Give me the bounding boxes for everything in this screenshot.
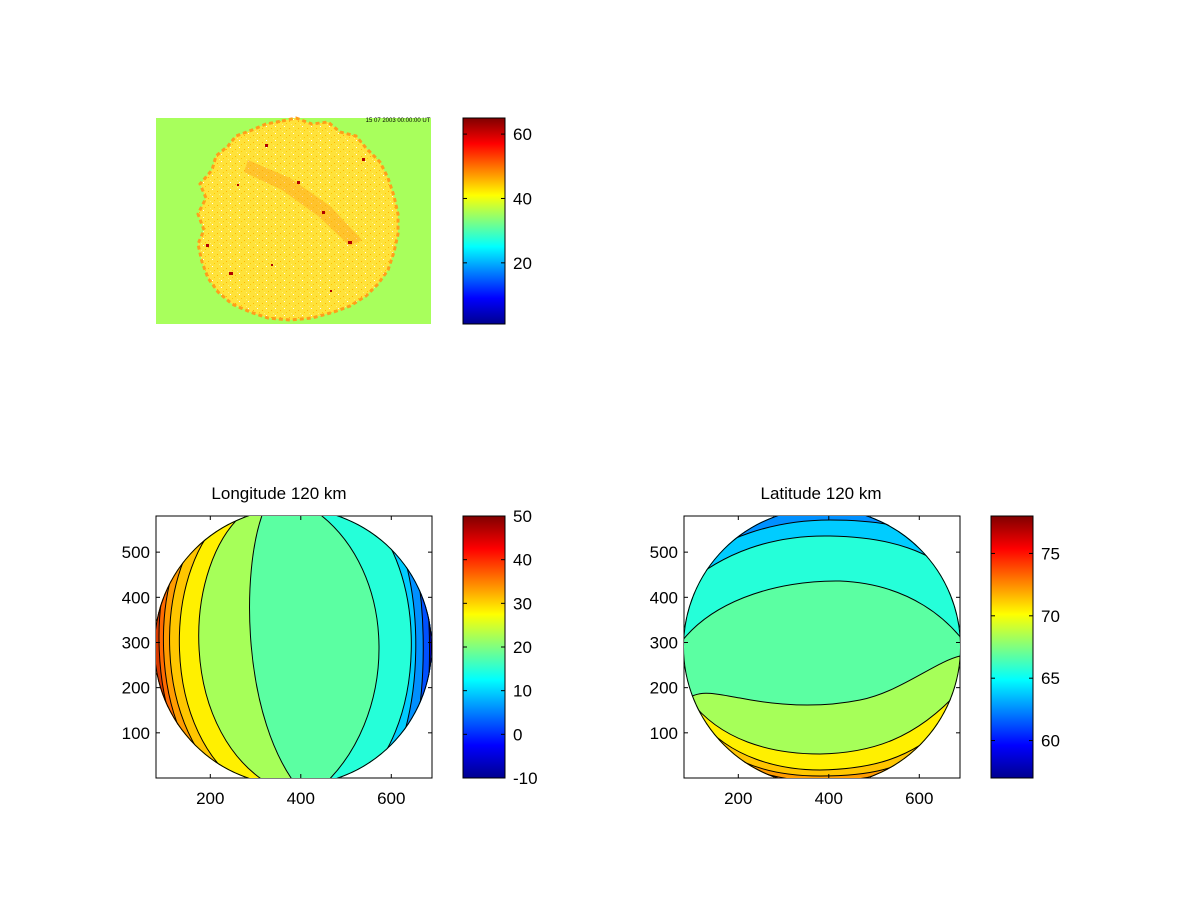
x-tick-label: 600 — [905, 789, 933, 808]
longitude-ticks: 200 400 600 100 200 300 400 500 — [122, 516, 432, 808]
colorbar-tick-label: 30 — [513, 594, 532, 613]
y-tick-label: 100 — [122, 724, 150, 743]
hot-pixels — [206, 144, 365, 292]
image-overlay-text: 15 07 2003 00:00:00 UT — [366, 118, 431, 124]
y-tick-label: 300 — [122, 633, 150, 652]
y-tick-label: 500 — [122, 543, 150, 562]
colorbar-tick-label: 20 — [513, 254, 532, 273]
colorbar-tick-label: 65 — [1041, 669, 1060, 688]
y-tick-label: 400 — [122, 588, 150, 607]
colorbar-tick-label: 40 — [513, 551, 532, 570]
y-tick-label: 200 — [122, 679, 150, 698]
latitude-ticks: 200 400 600 100 200 300 400 500 — [650, 516, 960, 808]
colorbar-tick-label: 70 — [1041, 607, 1060, 626]
colorbar-tick-label: -10 — [513, 769, 538, 788]
image-disc — [196, 116, 400, 322]
colorbar-tick-label: 75 — [1041, 544, 1060, 563]
y-tick-label: 200 — [650, 679, 678, 698]
colorbar-latitude: 75 70 65 60 — [990, 515, 1060, 779]
colorbar-tick-label: 60 — [1041, 732, 1060, 751]
image-stripe — [244, 160, 362, 246]
colorbar-tick-label: 60 — [513, 125, 532, 144]
y-tick-label: 100 — [650, 724, 678, 743]
x-tick-label: 400 — [287, 789, 315, 808]
colorbar-tick-label: 20 — [513, 638, 532, 657]
image-panel: 15 07 2003 00:00:00 UT — [156, 116, 431, 324]
y-tick-label: 300 — [650, 633, 678, 652]
colorbar-tick-label: 40 — [513, 189, 532, 208]
longitude-title: Longitude 120 km — [211, 484, 346, 503]
colorbar-longitude: 50 40 30 20 10 0 -10 — [462, 507, 538, 788]
x-tick-label: 600 — [377, 789, 405, 808]
colorbar-image-ticks: 20 40 60 — [463, 125, 532, 273]
colorbar-tick-label: 50 — [513, 507, 532, 526]
colorbar-tick-label: 0 — [513, 725, 522, 744]
colorbar-longitude-ticks: 50 40 30 20 10 0 -10 — [463, 507, 538, 788]
longitude-panel: Longitude 120 km 200 400 600 100 200 — [122, 484, 433, 808]
latitude-panel: Latitude 120 km 200 400 600 100 200 300 400 500 — [650, 484, 961, 808]
y-tick-label: 400 — [650, 588, 678, 607]
latitude-title: Latitude 120 km — [761, 484, 882, 503]
x-tick-label: 400 — [815, 789, 843, 808]
y-tick-label: 500 — [650, 543, 678, 562]
x-tick-label: 200 — [724, 789, 752, 808]
colorbar-latitude-ticks: 75 70 65 60 — [991, 544, 1060, 751]
colorbar-image: 20 40 60 — [462, 117, 532, 325]
x-tick-label: 200 — [196, 789, 224, 808]
colorbar-tick-label: 10 — [513, 682, 532, 701]
